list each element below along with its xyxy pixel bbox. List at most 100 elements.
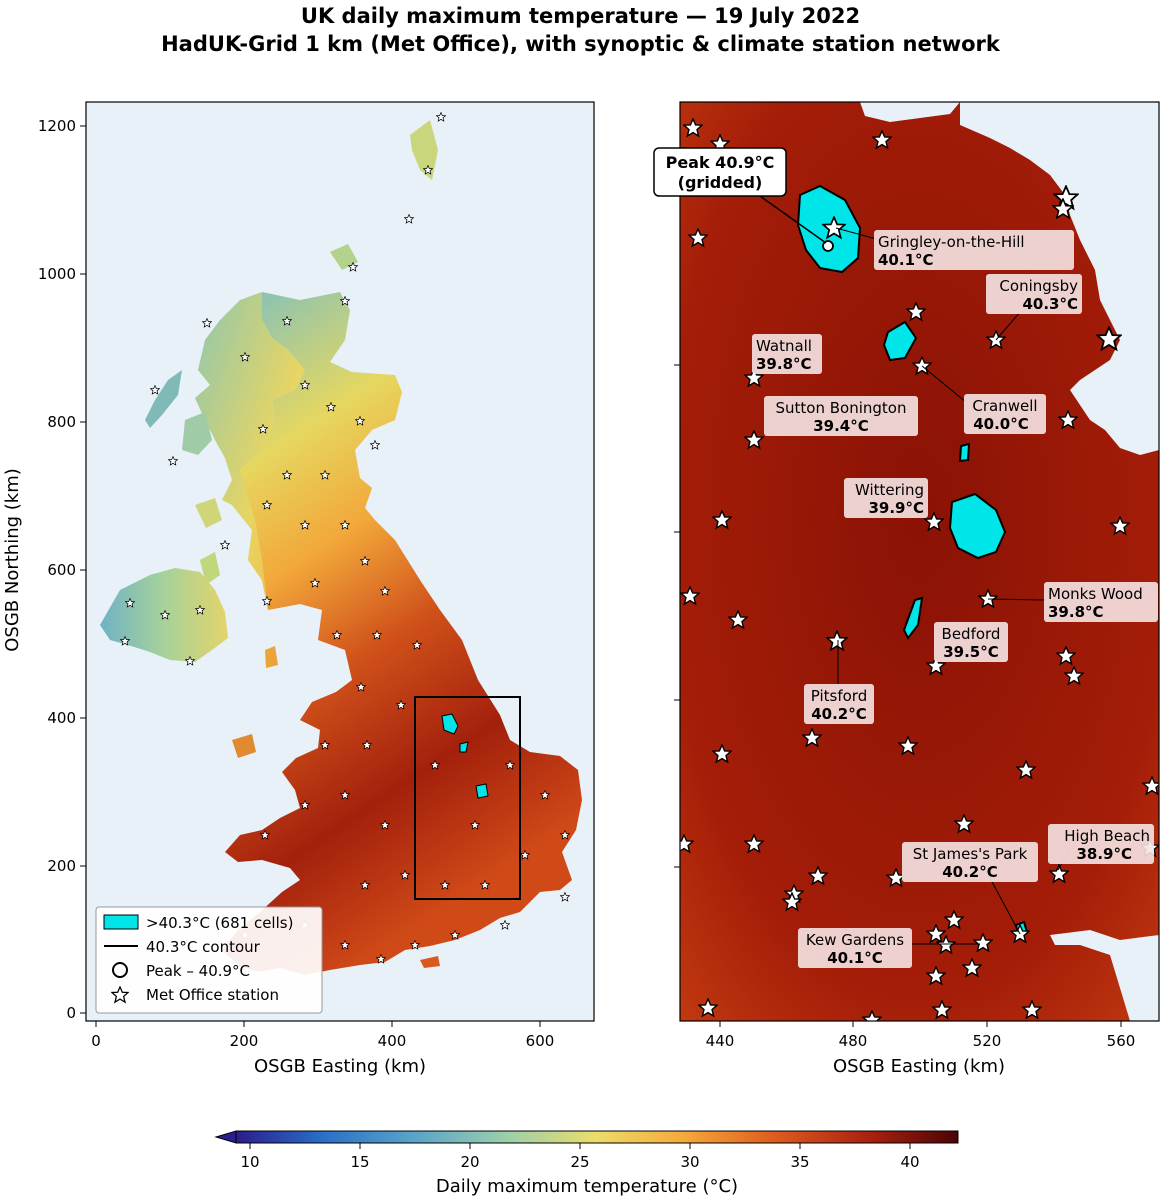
right-x-tick-520: 520 [973,1032,1002,1050]
colorbar-tick-35: 35 [790,1153,809,1171]
left-y-tick-0: 0 [66,1004,76,1022]
legend-peak-circle [112,962,128,978]
colorbar: 10 15 20 25 30 35 40 Daily maximum tempe… [214,1130,959,1197]
skye [182,412,212,455]
station-name-kew-gardens: Kew Gardens [806,931,904,949]
legend-hot-region-label: >40.3°C (681 cells) [146,914,293,932]
station-name-watnall: Watnall [756,337,812,355]
left-map-frame [85,101,595,1022]
right-map-frame [679,101,1160,1022]
station-label-bedford: Bedford 39.5°C [934,622,1008,662]
right-x-tick-560: 560 [1107,1032,1136,1050]
station-name-bedford: Bedford [942,625,1001,643]
peak-callout-line-1: Peak 40.9°C [666,153,775,172]
hot-region-wittering [948,492,1007,560]
colorbar-tick-20: 20 [460,1153,479,1171]
colorbar-tick-40: 40 [900,1153,919,1171]
label-leader-lines [835,227,1071,945]
map-legend: >40.3°C (681 cells) 40.3°C contour Peak … [95,906,323,1014]
left-y-tick-400: 400 [47,709,76,727]
station-value-bedford: 39.5°C [943,643,999,661]
station-value-kew-gardens: 40.1°C [827,949,883,967]
figure-title: UK daily maximum temperature — 19 July 2… [0,2,1161,58]
title-line-2: HadUK-Grid 1 km (Met Office), with synop… [161,32,1000,56]
colorbar-tick-10: 10 [240,1153,259,1171]
station-label-monks-wood: Monks Wood 39.8°C [1044,582,1158,622]
left-y-axis-label: OSGB Northing (km) [2,468,23,652]
right-map-thames-sea [1050,930,1159,1021]
right-x-tick-480: 480 [839,1032,868,1050]
left-x-axis-label: OSGB Easting (km) [254,1056,426,1077]
colorbar-ticks [249,1143,911,1149]
legend-contour-label: 40.3°C contour [146,938,261,956]
station-name-coningsby: Coningsby [999,277,1078,295]
colorbar-label: Daily maximum temperature (°C) [436,1176,738,1197]
left-x-tick-0: 0 [91,1032,101,1050]
right-x-tick-440: 440 [706,1032,735,1050]
zoom-extent-box [414,696,521,900]
station-name-pitsford: Pitsford [811,687,867,705]
station-label-wittering: Wittering 39.9°C [844,478,928,518]
isle-of-wight [420,956,440,968]
left-x-tick-200: 200 [230,1032,259,1050]
colorbar-tick-30: 30 [680,1153,699,1171]
station-label-watnall: Watnall 39.8°C [752,334,822,374]
station-label-pitsford: Pitsford 40.2°C [804,684,874,724]
station-value-gringley: 40.1°C [878,251,934,269]
left-y-tick-1200: 1200 [38,117,76,135]
isle-of-man [265,646,278,668]
outer-hebrides [145,370,182,428]
station-value-monks-wood: 39.8°C [1048,603,1104,621]
station-name-cranwell: Cranwell [972,397,1037,415]
station-label-coningsby: Coningsby 40.3°C [986,274,1082,314]
left-map-panel [85,101,595,1022]
left-x-tick-600: 600 [526,1032,555,1050]
mull [195,498,222,528]
station-value-coningsby: 40.3°C [1022,295,1078,313]
station-value-watnall: 39.8°C [756,355,812,373]
station-value-st-james-park: 40.2°C [942,863,998,881]
station-name-high-beach: High Beach [1064,827,1150,845]
station-value-sutton-bonington: 39.4°C [813,417,869,435]
hot-region-small [958,442,971,463]
right-map-sea [960,102,1159,455]
peak-callout-line-2: (gridded) [678,173,763,192]
colorbar-tick-15: 15 [350,1153,369,1171]
hot-region-monks-wood [902,596,924,640]
left-x-tick-400: 400 [378,1032,407,1050]
station-name-st-james-park: St James's Park [913,845,1028,863]
islay [200,552,220,585]
colorbar-extend-arrow [214,1130,237,1144]
station-value-cranwell: 40.0°C [973,415,1029,433]
left-y-tick-600: 600 [47,561,76,579]
scotland-west-coast [195,292,305,610]
station-name-wittering: Wittering [855,481,924,499]
left-hot-region-north [441,713,459,735]
left-hot-region-mid [459,741,469,753]
right-map-sea-top-left [860,102,960,122]
station-label-cranwell: Cranwell 40.0°C [964,394,1046,434]
left-y-tick-800: 800 [47,413,76,431]
left-y-axis: 0 200 400 600 800 1000 1200 OSGB Northin… [2,117,86,1022]
left-hot-region-south [475,783,489,799]
right-y-ticks [674,364,680,868]
peak-callout-box [653,147,787,197]
station-name-gringley: Gringley-on-the-Hill [878,233,1025,251]
station-label-st-james-park: St James's Park 40.2°C [902,842,1038,882]
anglesey [232,734,256,758]
peak-callout: Peak 40.9°C (gridded) [653,147,787,197]
colorbar-tick-25: 25 [570,1153,589,1171]
station-value-pitsford: 40.2°C [811,705,867,723]
left-y-tick-1000: 1000 [38,265,76,283]
right-x-axis-label: OSGB Easting (km) [833,1056,1005,1077]
left-x-axis: 0 200 400 600 OSGB Easting (km) [91,1021,554,1077]
great-britain-landmass [222,292,582,975]
station-label-kew-gardens: Kew Gardens 40.1°C [798,928,912,968]
legend-hot-region-patch [103,914,139,930]
legend-peak-label: Peak – 40.9°C [146,962,250,980]
right-map-panel: Peak 40.9°C (gridded) Gringley-on-the-Hi… [653,101,1160,1022]
legend-frame [95,906,323,1014]
legend-station-label: Met Office station [146,986,279,1004]
station-label-gringley: Gringley-on-the-Hill 40.1°C [874,230,1074,270]
